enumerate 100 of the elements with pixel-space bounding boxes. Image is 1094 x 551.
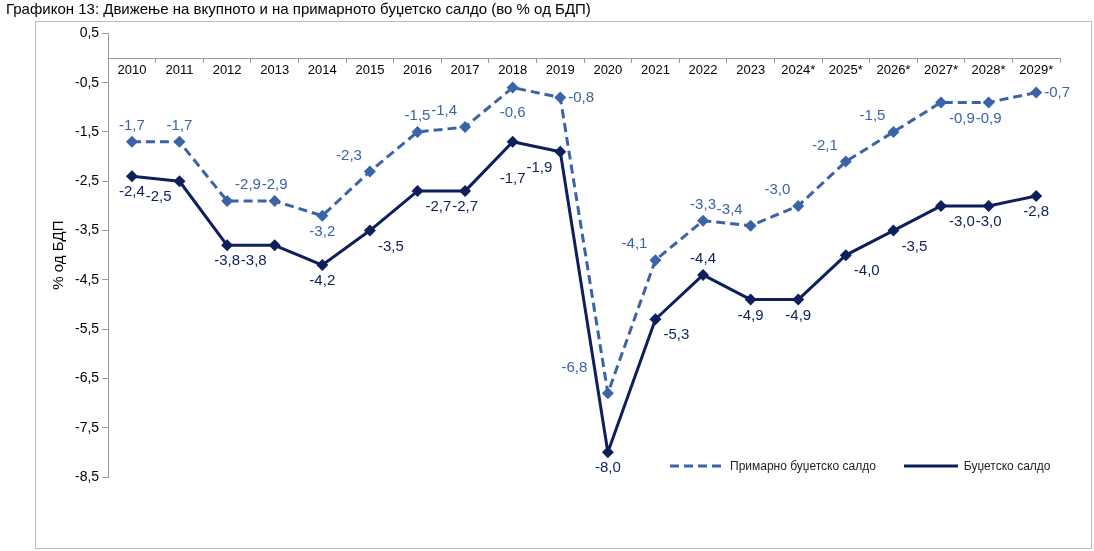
x-tick-label: 2013 <box>260 62 290 78</box>
data-label: -3,0 <box>975 212 1002 230</box>
data-label: -6,8 <box>561 357 588 375</box>
point <box>316 259 329 272</box>
data-label: -0,8 <box>568 87 595 105</box>
point <box>601 387 614 400</box>
x-tick-label: 2019 <box>545 62 575 78</box>
point <box>173 175 186 188</box>
data-label: -3,5 <box>377 236 404 254</box>
point <box>459 185 472 198</box>
x-tick-label: 2015 <box>355 62 385 78</box>
data-label: -2,7 <box>425 197 452 215</box>
y-tick-label: -8,5 <box>75 467 100 484</box>
point <box>792 199 805 212</box>
legend-label: Буџетско салдо <box>963 459 1051 473</box>
point <box>649 313 662 326</box>
x-tick-label: 2021 <box>640 62 670 78</box>
data-label: -2,8 <box>1023 202 1050 220</box>
point <box>363 165 376 178</box>
x-tick-label: 2027* <box>924 62 959 78</box>
data-label: -1,7 <box>118 115 145 133</box>
point <box>268 194 281 207</box>
point <box>697 214 710 227</box>
x-tick-label: 2016 <box>403 62 432 78</box>
point <box>1030 86 1043 99</box>
x-tick-label: 2018 <box>498 62 528 78</box>
x-tick-label: 2012 <box>212 62 242 78</box>
point <box>554 145 567 158</box>
x-tick-label: 2017 <box>450 62 480 78</box>
point <box>316 209 329 222</box>
data-label: -0,6 <box>499 103 526 121</box>
data-label: -1,5 <box>859 106 886 124</box>
data-label: -0,9 <box>975 108 1002 126</box>
point <box>982 199 995 212</box>
data-label: -2,5 <box>145 187 172 205</box>
x-tick-label: 2011 <box>165 62 194 78</box>
data-label: -3,0 <box>764 180 791 198</box>
y-axis-title: % од БДП <box>49 220 67 290</box>
data-label: -4,2 <box>309 271 336 289</box>
x-tick-label: 2024* <box>781 62 816 78</box>
data-label: -1,4 <box>431 101 458 119</box>
point <box>649 254 662 267</box>
x-tick-label: 2028* <box>971 62 1006 78</box>
y-tick-label: -6,5 <box>75 369 100 386</box>
data-label: -0,9 <box>949 108 975 126</box>
point <box>459 121 472 134</box>
x-tick-label: 2014 <box>307 62 337 78</box>
x-tick-label: 2023 <box>736 62 766 78</box>
y-tick-label: 0,5 <box>79 24 100 41</box>
y-tick-label: -0,5 <box>75 73 100 90</box>
point <box>125 170 138 183</box>
data-label: -3,2 <box>309 221 336 239</box>
point <box>982 96 995 109</box>
chart-title: Графикон 13: Движење на вкупното и на примарното буџетско салдо (во % од БДП) <box>6 0 591 17</box>
point <box>839 249 852 262</box>
data-label: -2,9 <box>235 175 261 193</box>
y-tick-label: -3,5 <box>75 221 100 238</box>
point <box>1030 190 1043 203</box>
data-label: -3,4 <box>716 199 743 217</box>
data-label: -2,1 <box>811 135 838 153</box>
y-tick-label: -1,5 <box>75 122 100 139</box>
data-label: -2,9 <box>261 175 288 193</box>
point <box>554 91 567 104</box>
data-label: -2,7 <box>452 197 479 215</box>
data-label: -2,4 <box>118 182 145 200</box>
data-label: -3,8 <box>214 251 241 269</box>
data-label: -4,9 <box>737 305 764 323</box>
data-label: -8,0 <box>594 458 621 476</box>
data-label: -2,3 <box>336 145 362 163</box>
point <box>744 219 757 232</box>
point <box>792 293 805 306</box>
x-tick-label: 2025* <box>828 62 863 78</box>
point <box>411 185 424 198</box>
point <box>887 125 900 138</box>
data-label: -5,3 <box>663 325 690 343</box>
legend-label: Примарно буџетско салдо <box>730 459 876 473</box>
point <box>173 135 186 148</box>
x-tick-label: 2020 <box>593 62 623 78</box>
point <box>887 224 900 237</box>
point <box>411 125 424 138</box>
x-tick-label: 2026* <box>876 62 911 78</box>
y-tick-label: -5,5 <box>75 319 100 336</box>
x-tick-label: 2010 <box>117 62 147 78</box>
x-tick-label: 2029* <box>1019 62 1054 78</box>
data-label: -4,1 <box>621 234 648 252</box>
data-label: -0,7 <box>1044 82 1071 100</box>
point <box>363 224 376 237</box>
data-label: -3,0 <box>949 212 975 230</box>
x-tick-label: 2022 <box>688 62 718 78</box>
data-label: -3,3 <box>690 194 716 212</box>
point <box>506 135 519 148</box>
data-label: -1,7 <box>499 168 526 186</box>
data-label: -3,8 <box>240 251 267 269</box>
data-label: -1,9 <box>526 157 553 175</box>
data-label: -1,7 <box>166 115 193 133</box>
point <box>125 135 138 148</box>
data-label: -4,4 <box>690 249 716 267</box>
point <box>506 81 519 94</box>
point <box>697 268 710 281</box>
data-label: -4,0 <box>853 261 880 279</box>
